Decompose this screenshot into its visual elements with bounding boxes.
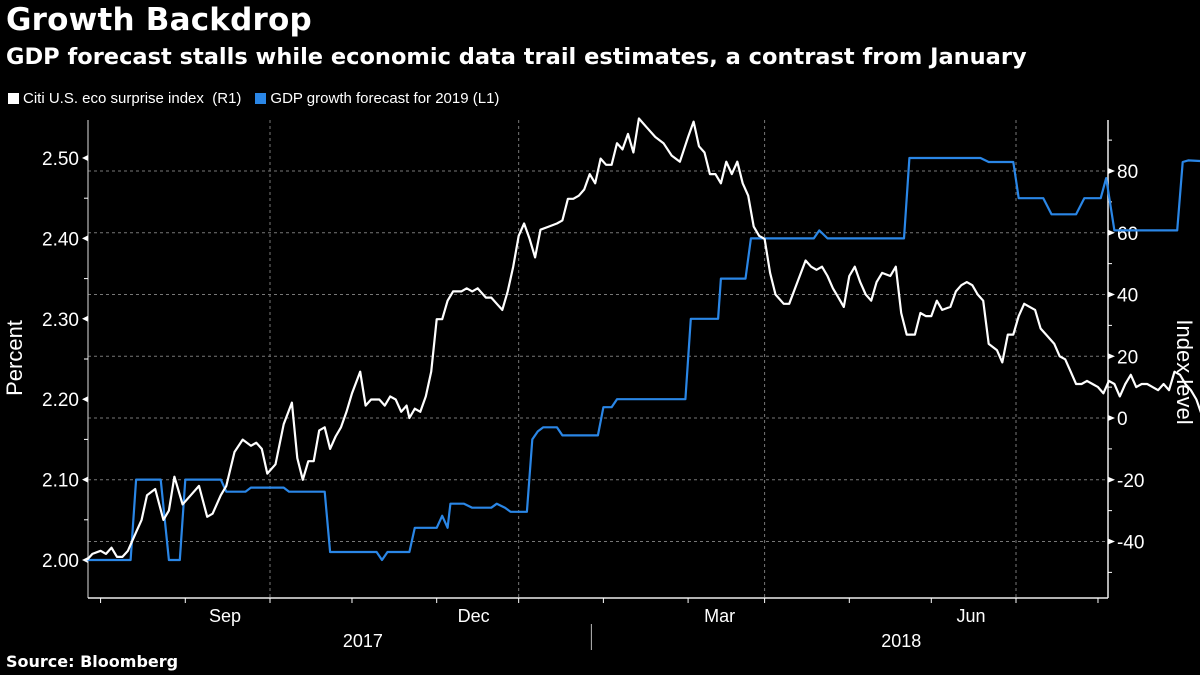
x-year-label: 2018	[881, 631, 921, 651]
y-left-tick-marker	[82, 396, 88, 403]
legend-label-gdp-forecast: GDP growth forecast for 2019 (L1)	[270, 90, 500, 107]
y-left-tick-marker	[82, 315, 88, 322]
chart-title: Growth Backdrop	[6, 2, 312, 38]
legend: Citi U.S. eco surprise index (R1) GDP gr…	[8, 90, 513, 107]
y-left-tick-label: 2.30	[42, 310, 79, 331]
y-right-tick-marker	[1108, 229, 1115, 236]
y-right-tick-label: 80	[1117, 162, 1138, 183]
eco-surprise-line	[86, 117, 1200, 561]
y-right-tick-label: 20	[1117, 347, 1138, 368]
y-left-tick-label: 2.00	[42, 551, 79, 572]
x-year-label: 2017	[343, 631, 383, 651]
y-left-tick-marker	[82, 476, 88, 483]
y-right-tick-label: 0	[1117, 409, 1128, 430]
legend-item-eco-surprise: Citi U.S. eco surprise index (R1)	[8, 90, 241, 107]
source-note: Source: Bloomberg	[6, 652, 179, 671]
y-right-tick-label: -40	[1117, 533, 1144, 554]
y-left-tick-label: 2.20	[42, 390, 79, 411]
axes: 2.00 2.10 2.20 2.30 2.40 2.50 -40 -20 0 20 40 60 80 S…	[42, 120, 1144, 651]
legend-label-eco-surprise: Citi U.S. eco surprise index (R1)	[23, 90, 242, 107]
grid-lines	[88, 120, 1108, 598]
y-right-tick-label: 60	[1117, 224, 1138, 245]
y-right-tick-label: 40	[1117, 286, 1138, 307]
y-axis-right-title: Index level	[1172, 319, 1197, 424]
y-axis-left-title: Percent	[2, 320, 27, 396]
legend-swatch-white	[8, 93, 19, 104]
y-right-tick-marker	[1108, 291, 1115, 298]
y-left-tick-marker	[82, 155, 88, 161]
legend-swatch-blue	[255, 93, 267, 104]
x-tick-label: Dec	[458, 606, 490, 626]
y-right-tick-marker	[1108, 476, 1115, 483]
y-right-tick-marker	[1108, 168, 1115, 174]
x-tick-label: Mar	[704, 606, 735, 626]
series-group	[86, 117, 1200, 562]
y-left-tick-label: 2.50	[42, 149, 79, 170]
y-right-tick-marker	[1108, 538, 1115, 545]
y-left-tick-marker	[82, 557, 88, 563]
y-right-tick-label: -20	[1117, 471, 1144, 492]
x-tick-label: Jun	[956, 606, 985, 626]
x-tick-label: Sep	[209, 606, 241, 626]
gdp-forecast-line	[86, 156, 1200, 562]
y-right-tick-marker	[1108, 353, 1115, 360]
chart-subtitle: GDP forecast stalls while economic data …	[6, 44, 1027, 70]
y-right-tick-marker	[1108, 415, 1115, 421]
legend-item-gdp-forecast: GDP growth forecast for 2019 (L1)	[255, 90, 499, 107]
y-left-tick-label: 2.40	[42, 229, 79, 250]
y-left-tick-marker	[82, 235, 88, 242]
y-left-tick-label: 2.10	[42, 471, 79, 492]
